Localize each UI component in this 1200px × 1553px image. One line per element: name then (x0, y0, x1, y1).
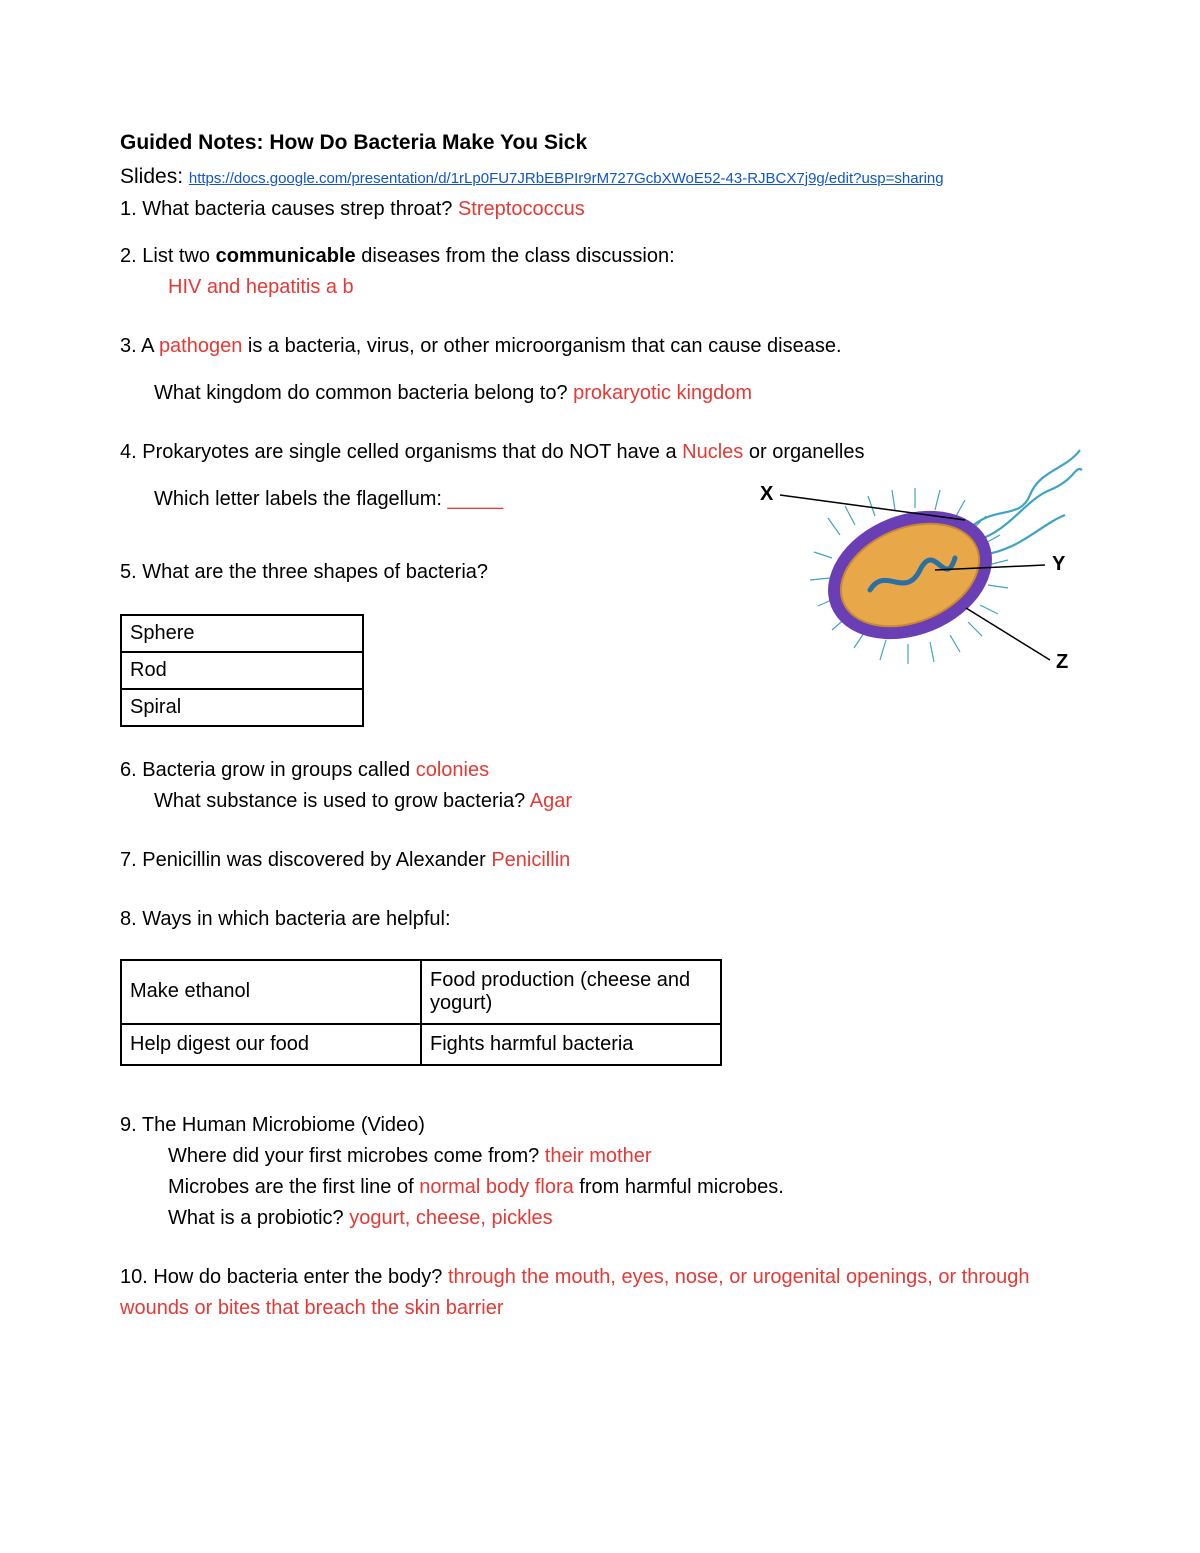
q3: 3. A pathogen is a bacteria, virus, or o… (120, 331, 1080, 362)
q4-blank: _____ (447, 488, 503, 510)
slides-label: Slides: (120, 165, 189, 188)
helpful-table: Make ethanol Food production (cheese and… (120, 959, 722, 1066)
q9-l3-pre: What is a probiotic? (168, 1207, 349, 1229)
shape-cell: Spiral (121, 689, 363, 726)
q8: 8. Ways in which bacteria are helpful: (120, 904, 1080, 935)
q7-num: 7. (120, 849, 142, 871)
q3-pre: A (141, 335, 159, 357)
table-cell: Help digest our food (121, 1024, 421, 1065)
q6-pre: Bacteria grow in groups called (142, 759, 415, 781)
q1: 1. What bacteria causes strep throat? St… (120, 194, 1080, 225)
q4-pre: Prokaryotes are single celled organisms … (142, 441, 682, 463)
q2-answer: HIV and hepatitis a b (120, 272, 1080, 303)
q6-num: 6. (120, 759, 142, 781)
slides-link[interactable]: https://docs.google.com/presentation/d/1… (189, 170, 944, 187)
q9-l1-ans: their mother (545, 1145, 652, 1167)
q5: 5. What are the three shapes of bacteria… (120, 557, 660, 588)
q9-l3-ans: yogurt, cheese, pickles (349, 1207, 552, 1229)
bacteria-diagram: X Y Z (720, 440, 1090, 700)
q9-l3: What is a probiotic? yogurt, cheese, pic… (120, 1203, 1080, 1234)
q9-l2-pre: Microbes are the first line of (168, 1176, 419, 1198)
diagram-label-x: X (760, 483, 774, 505)
q3-sub-text: What kingdom do common bacteria belong t… (154, 382, 573, 404)
q7-ans: Penicillin (491, 849, 570, 871)
q3-post: is a bacteria, virus, or other microorga… (242, 335, 841, 357)
q2-pre: List two (142, 245, 215, 267)
q6-ans2: Agar (530, 790, 572, 812)
q9-l2-post: from harmful microbes. (574, 1176, 784, 1198)
q10: 10. How do bacteria enter the body? thro… (120, 1262, 1080, 1324)
q1-answer: Streptococcus (458, 198, 585, 220)
q9-l1-pre: Where did your first microbes come from? (168, 1145, 545, 1167)
q2-num: 2. (120, 245, 142, 267)
diagram-label-y: Y (1052, 553, 1066, 575)
q6: 6. Bacteria grow in groups called coloni… (120, 755, 1080, 786)
q1-num: 1. (120, 198, 142, 220)
q9-l2-ans: normal body flora (419, 1176, 574, 1198)
q6-sub-text: What substance is used to grow bacteria? (154, 790, 530, 812)
q5-text: What are the three shapes of bacteria? (142, 561, 488, 583)
table-cell: Make ethanol (121, 960, 421, 1024)
shape-cell: Sphere (121, 615, 363, 652)
q6-sub: What substance is used to grow bacteria?… (120, 786, 1080, 817)
q8-text: Ways in which bacteria are helpful: (142, 908, 450, 930)
q9-num: 9. (120, 1114, 142, 1136)
q4-sub-text: Which letter labels the flagellum: (154, 488, 447, 510)
q9: 9. The Human Microbiome (Video) (120, 1110, 1080, 1141)
q3-ans1: pathogen (159, 335, 242, 357)
worksheet-page: Guided Notes: How Do Bacteria Make You S… (0, 0, 1200, 1553)
diagram-label-z: Z (1056, 651, 1068, 673)
q2-post: diseases from the class discussion: (356, 245, 675, 267)
q9-l1: Where did your first microbes come from?… (120, 1141, 1080, 1172)
page-title: Guided Notes: How Do Bacteria Make You S… (120, 131, 1080, 155)
q9-l2: Microbes are the first line of normal bo… (120, 1172, 1080, 1203)
q8-num: 8. (120, 908, 142, 930)
q2: 2. List two communicable diseases from t… (120, 241, 1080, 272)
q1-text: What bacteria causes strep throat? (142, 198, 458, 220)
q10-pre: How do bacteria enter the body? (153, 1266, 448, 1288)
q10-num: 10. (120, 1266, 153, 1288)
shape-cell: Rod (121, 652, 363, 689)
table-cell: Fights harmful bacteria (421, 1024, 721, 1065)
q3-ans2: prokaryotic kingdom (573, 382, 752, 404)
table-cell: Food production (cheese and yogurt) (421, 960, 721, 1024)
shapes-table: Sphere Rod Spiral (120, 614, 364, 727)
q2-bold: communicable (216, 245, 356, 267)
q7: 7. Penicillin was discovered by Alexande… (120, 845, 1080, 876)
slides-line: Slides: https://docs.google.com/presenta… (120, 161, 1080, 194)
q3-num: 3. (120, 335, 141, 357)
q7-pre: Penicillin was discovered by Alexander (142, 849, 491, 871)
q6-ans1: colonies (416, 759, 489, 781)
q9-title: The Human Microbiome (Video) (142, 1114, 425, 1136)
q4-num: 4. (120, 441, 142, 463)
q5-num: 5. (120, 561, 142, 583)
q3-sub: What kingdom do common bacteria belong t… (120, 378, 1080, 409)
